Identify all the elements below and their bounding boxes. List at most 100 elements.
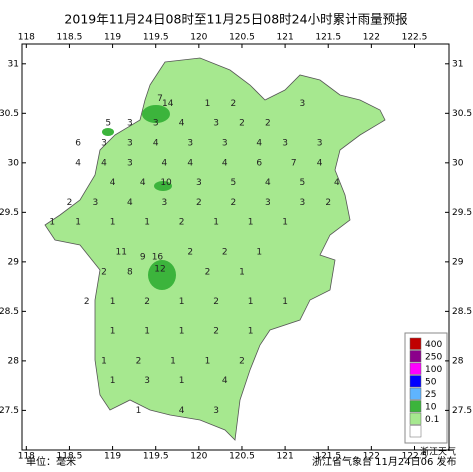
station-value: 3: [153, 119, 159, 129]
legend-swatch: [409, 362, 422, 375]
station-value: 1: [179, 327, 185, 337]
station-value: 3: [127, 158, 133, 168]
legend-label: 400: [425, 340, 442, 350]
station-value: 2: [213, 327, 219, 337]
station-value: 2: [205, 267, 211, 277]
y-tick-label: 27.5: [0, 406, 19, 416]
station-value: 2: [239, 119, 245, 129]
station-value: 3: [265, 198, 271, 208]
station-value: 5: [299, 178, 305, 188]
x-tick-label: 119: [104, 33, 121, 43]
station-value: 1: [256, 247, 262, 257]
legend-label: 50: [425, 377, 437, 387]
station-value: 4: [179, 119, 185, 129]
station-value: 1: [144, 218, 150, 228]
station-value: 12: [154, 264, 165, 274]
province-area: [44, 57, 386, 441]
station-value: 3: [213, 119, 219, 129]
legend-swatch: [409, 387, 422, 400]
y-tick-label: 29: [452, 257, 464, 267]
station-value: 1: [136, 406, 142, 416]
station-value: 1: [110, 376, 116, 386]
y-tick-label: 28.5: [452, 307, 472, 317]
station-value: 3: [187, 139, 193, 149]
station-value: 2: [230, 198, 236, 208]
x-tick-label: 121.5: [315, 452, 341, 462]
station-value: 4: [101, 158, 107, 168]
station-value: 2: [179, 218, 185, 228]
station-value: 4: [222, 158, 228, 168]
station-value: 3: [92, 198, 98, 208]
heavy-rain-area: [102, 128, 114, 136]
station-value: 3: [213, 406, 219, 416]
station-value: 3: [317, 139, 323, 149]
station-value: 3: [101, 139, 107, 149]
station-value: 1: [239, 267, 245, 277]
legend-label: 250: [425, 352, 442, 362]
y-tick-label: 28: [452, 356, 464, 366]
station-value: 1: [144, 327, 150, 337]
station-value: 1: [179, 376, 185, 386]
x-tick-label: 121.5: [315, 33, 341, 43]
station-value: 4: [127, 198, 133, 208]
map-title: 2019年11月24日08时至11月25日08时24小时累计雨量预报: [64, 12, 408, 27]
station-value: 7: [291, 158, 297, 168]
station-value: 16: [152, 252, 164, 262]
x-tick-label: 121: [277, 33, 294, 43]
station-value: 14: [162, 99, 174, 109]
x-tick-label: 118: [18, 33, 35, 43]
map-layer: 7 14 1 2 35 3 3 4 3 2 26 3 3 4 3 3 4 3 34 4 3 4 4 4 6 7 44 4 10 3 5 4 5 4…: [49, 94, 340, 416]
x-tick-label: 118.5: [57, 33, 83, 43]
unit-label: 单位：毫米: [26, 455, 76, 468]
station-value: 5: [105, 119, 111, 129]
legend-swatch: [409, 375, 422, 388]
x-tick-label: 118.5: [57, 452, 83, 462]
station-value: 2: [230, 99, 236, 109]
legend-label: 0.1: [425, 415, 439, 425]
x-tick-label: 122.5: [402, 452, 428, 462]
legend-swatch: [409, 412, 422, 425]
x-tick-label: 118: [18, 452, 35, 462]
station-value: 1: [248, 327, 254, 337]
issuer-label: 浙江省气象台 11月24日06 发布: [312, 455, 457, 468]
station-value: 2: [101, 267, 107, 277]
station-value: 1: [110, 218, 116, 228]
station-value: 4: [179, 406, 185, 416]
station-value: 10: [160, 178, 172, 188]
station-value: 3: [127, 119, 133, 129]
station-value: 1: [248, 297, 254, 307]
legend-label: 10: [425, 402, 437, 412]
station-value: 4: [222, 376, 228, 386]
y-tick-label: 28.5: [0, 307, 19, 317]
x-tick-label: 119: [104, 452, 121, 462]
x-tick-label: 122: [363, 33, 380, 43]
station-value: 3: [299, 198, 305, 208]
station-value: 11: [115, 247, 126, 257]
legend-label: 100: [425, 365, 442, 375]
station-value: 2: [136, 356, 142, 366]
x-tick-label: 120.5: [229, 33, 255, 43]
station-value: 3: [144, 376, 150, 386]
y-tick-label: 31: [8, 59, 19, 69]
station-value: 7: [157, 94, 163, 104]
station-value: 3: [161, 198, 167, 208]
y-tick-label: 28: [8, 356, 20, 366]
station-value: 3: [196, 178, 202, 188]
legend-swatch: [409, 337, 422, 350]
watermark: 浙江天气: [420, 446, 456, 458]
station-value: 1: [213, 218, 219, 228]
y-tick-label: 29.5: [0, 208, 19, 218]
station-value: 2: [213, 297, 219, 307]
station-value: 6: [75, 139, 81, 149]
station-value: 4: [153, 139, 159, 149]
x-tick-label: 120.5: [229, 452, 255, 462]
station-value: 1: [110, 327, 116, 337]
legend-swatch: [409, 425, 422, 438]
station-value: 4: [187, 158, 193, 168]
station-value: 4: [110, 178, 116, 188]
station-value: 3: [299, 99, 305, 109]
station-value: 3: [282, 139, 288, 149]
station-value: 1: [282, 297, 288, 307]
